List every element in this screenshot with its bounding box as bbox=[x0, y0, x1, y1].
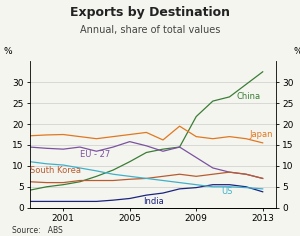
Text: South Korea: South Korea bbox=[30, 166, 81, 175]
Text: Source:   ABS: Source: ABS bbox=[12, 226, 63, 235]
Text: India: India bbox=[143, 197, 164, 206]
Text: Exports by Destination: Exports by Destination bbox=[70, 6, 230, 19]
Text: US: US bbox=[221, 187, 232, 196]
Text: Annual, share of total values: Annual, share of total values bbox=[80, 25, 220, 35]
Text: %: % bbox=[4, 46, 12, 55]
Text: %: % bbox=[294, 46, 300, 55]
Text: China: China bbox=[236, 93, 260, 101]
Text: Japan: Japan bbox=[249, 130, 273, 139]
Text: EU - 27: EU - 27 bbox=[80, 150, 110, 159]
